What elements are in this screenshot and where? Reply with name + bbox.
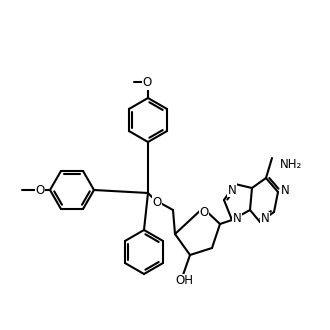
Text: O: O <box>152 195 162 209</box>
Text: OH: OH <box>175 275 193 287</box>
Text: N: N <box>233 212 241 224</box>
Text: N: N <box>261 213 269 225</box>
Text: N: N <box>280 184 289 197</box>
Text: O: O <box>35 184 45 197</box>
Text: N: N <box>228 183 236 196</box>
Text: O: O <box>199 206 209 218</box>
Text: O: O <box>142 77 151 89</box>
Text: NH₂: NH₂ <box>280 157 302 171</box>
